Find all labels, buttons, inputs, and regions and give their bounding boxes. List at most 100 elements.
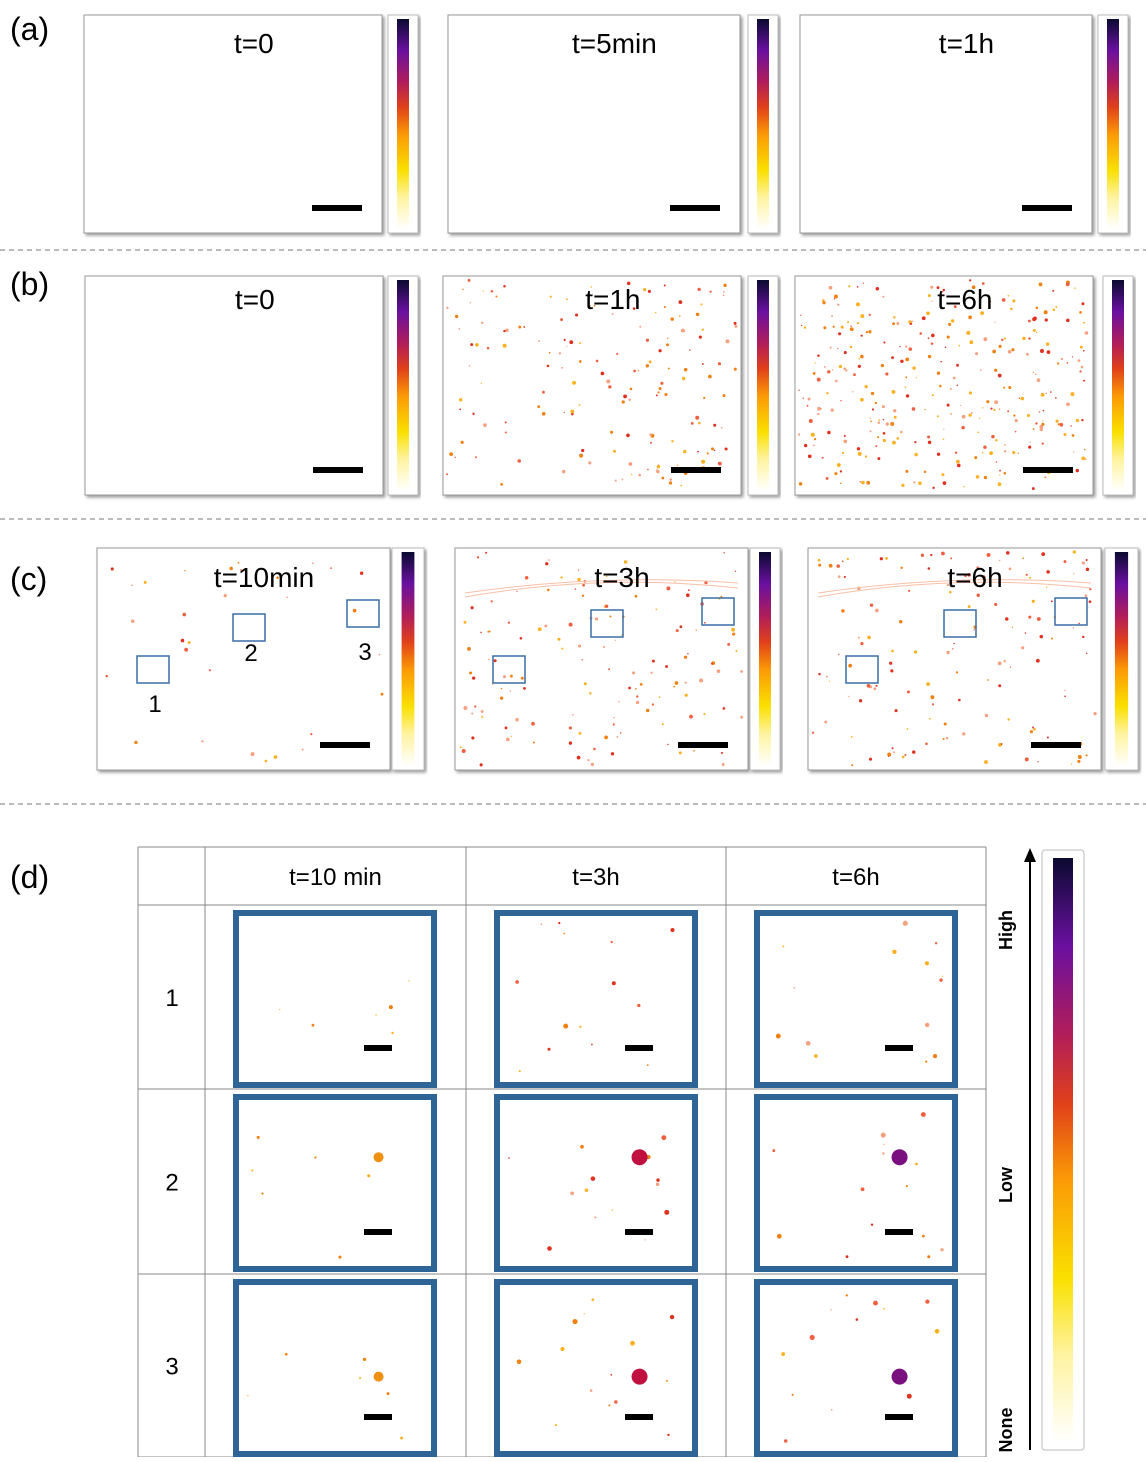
speck — [891, 649, 894, 653]
speck — [989, 300, 992, 303]
speck — [836, 564, 840, 568]
speck — [1050, 600, 1053, 603]
speck — [697, 287, 701, 292]
speck — [818, 672, 821, 676]
speck — [474, 705, 477, 708]
blob — [373, 1371, 384, 1382]
speck — [590, 286, 593, 288]
speck — [1032, 428, 1035, 430]
speck — [378, 653, 381, 656]
speck — [824, 720, 828, 724]
speck — [634, 594, 638, 598]
speck — [893, 409, 897, 413]
speck — [892, 440, 896, 445]
speck — [986, 400, 990, 404]
speck — [808, 418, 813, 423]
speck — [523, 326, 526, 328]
speck — [890, 669, 894, 673]
image-panel — [84, 275, 384, 496]
speck — [646, 1155, 651, 1160]
speck — [836, 463, 841, 467]
speck — [590, 1176, 596, 1181]
colorbar — [757, 280, 769, 491]
speck — [459, 408, 462, 411]
speck — [538, 340, 540, 342]
speck — [830, 408, 834, 412]
speck — [860, 1187, 865, 1192]
panel-label: (a) — [10, 11, 49, 47]
region-label: 3 — [358, 639, 371, 666]
speck — [678, 300, 683, 304]
speck — [927, 354, 932, 359]
scale-bar — [1031, 742, 1081, 748]
speck — [956, 463, 961, 468]
speck — [1029, 730, 1034, 734]
roi-image — [754, 910, 958, 1088]
colorbar — [397, 280, 409, 491]
speck — [657, 391, 660, 394]
speck — [561, 367, 563, 369]
speck — [873, 687, 877, 691]
speck — [782, 945, 785, 948]
speck — [960, 404, 962, 407]
scale-bar — [364, 1229, 392, 1235]
speck — [860, 314, 865, 319]
speck — [800, 324, 803, 327]
speck — [1081, 561, 1085, 565]
speck — [914, 441, 917, 444]
speck — [665, 665, 668, 668]
speck — [837, 347, 839, 350]
speck — [546, 364, 550, 368]
speck — [632, 671, 636, 675]
speck — [1007, 410, 1010, 413]
speck — [610, 752, 615, 756]
speck — [877, 421, 881, 424]
speck — [591, 1298, 595, 1301]
speck — [1032, 726, 1034, 729]
speck — [931, 300, 933, 302]
panel-title: t=6h — [937, 284, 992, 315]
colorbar — [1107, 19, 1119, 229]
speck — [1063, 432, 1067, 436]
speck — [633, 369, 636, 373]
speck — [866, 683, 871, 688]
panel-label: (d) — [10, 859, 49, 895]
speck — [827, 370, 831, 374]
speck — [855, 1318, 859, 1321]
speck — [488, 658, 490, 660]
speck — [981, 575, 986, 579]
speck — [936, 286, 940, 290]
speck — [1018, 397, 1021, 399]
speck — [1066, 318, 1070, 323]
region-box — [590, 609, 624, 638]
speck — [1007, 349, 1012, 354]
speck — [936, 371, 941, 375]
speck — [572, 714, 574, 716]
speck — [187, 641, 191, 644]
speck — [518, 325, 522, 329]
speck — [797, 433, 801, 436]
speck — [950, 319, 955, 323]
speck — [380, 692, 384, 696]
colorbar — [1112, 280, 1124, 491]
region-label: 1 — [148, 691, 161, 718]
speck — [674, 681, 679, 685]
speck — [885, 556, 888, 560]
speck — [978, 417, 981, 419]
speck — [924, 408, 926, 411]
speck — [1024, 757, 1029, 762]
speck — [902, 920, 908, 926]
speck — [1083, 379, 1086, 382]
speck — [828, 563, 833, 568]
speck — [875, 684, 878, 687]
speck — [869, 757, 873, 761]
speck — [1003, 337, 1007, 340]
speck — [1046, 350, 1051, 354]
speck — [925, 1060, 928, 1063]
speck — [1036, 378, 1041, 383]
speck — [720, 426, 723, 429]
speck — [882, 295, 885, 298]
speck — [827, 430, 831, 435]
speck — [942, 291, 944, 293]
speck — [976, 566, 979, 569]
